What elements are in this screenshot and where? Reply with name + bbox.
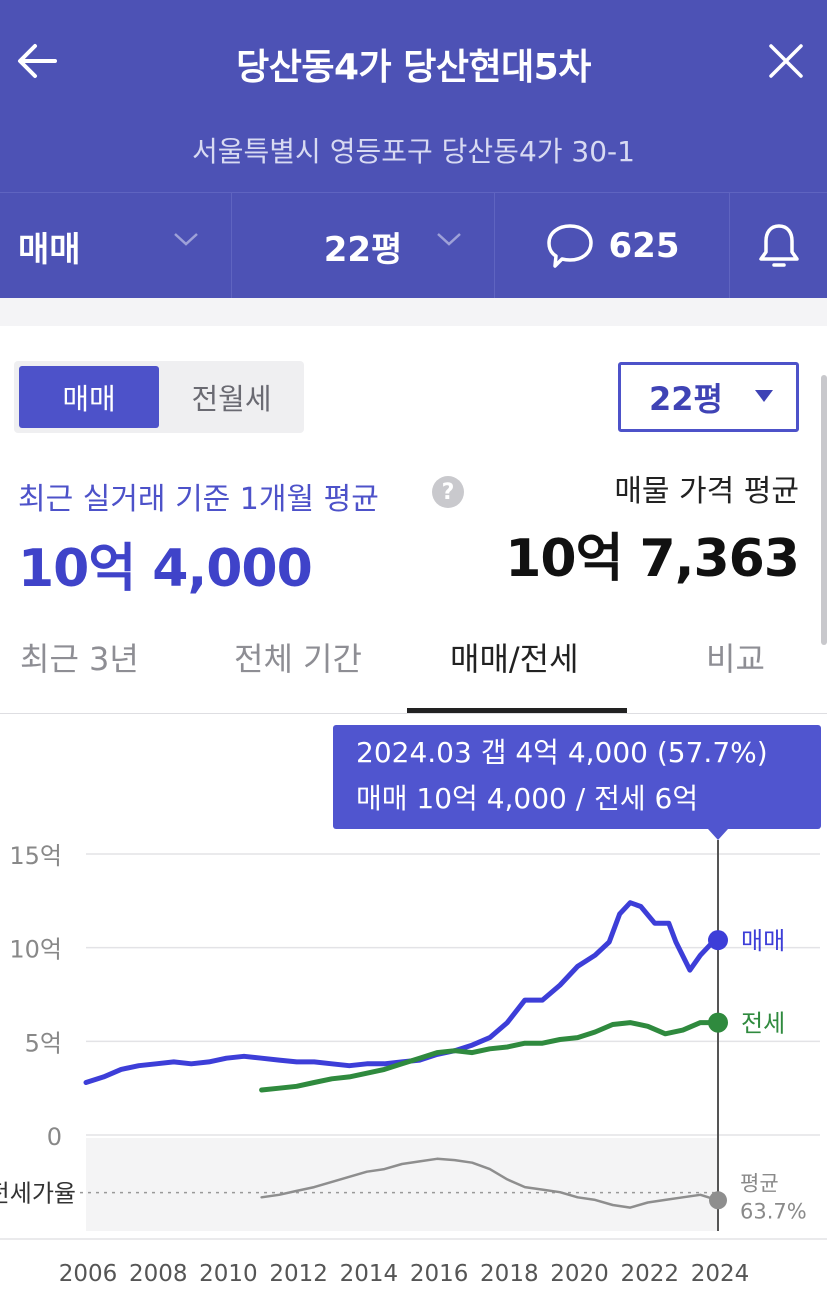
active-tab-indicator <box>407 708 627 713</box>
scrollbar[interactable] <box>821 375 827 645</box>
tab-all-period[interactable]: 전체 기간 <box>234 640 362 678</box>
close-button[interactable] <box>761 36 811 86</box>
chevron-down-icon <box>174 233 198 246</box>
tooltip-line2: 매매 10억 4,000 / 전세 6억 <box>356 782 698 815</box>
listing-price-value: 10억 7,363 <box>505 529 800 589</box>
chart-grid <box>86 853 820 1136</box>
app-header: 당산동4가 당산현대5차 서울특별시 영등포구 당산동4가 30-1 매매 22… <box>0 0 827 299</box>
x-tick-label: 2010 <box>199 1261 258 1287</box>
y-axis-labels: 15억 10억 5억 0 <box>9 842 62 1151</box>
recent-trade-value: 10억 4,000 <box>18 539 313 599</box>
y-tick-label: 0 <box>47 1123 62 1151</box>
bell-icon <box>758 224 799 267</box>
comments-button[interactable]: 625 <box>495 193 730 299</box>
ratio-end-point <box>709 1191 727 1210</box>
x-tick-label: 2012 <box>269 1261 328 1287</box>
tooltip-box <box>333 725 821 829</box>
notification-button[interactable] <box>730 193 827 299</box>
x-axis-labels: 2006 2008 2010 2012 2014 2016 2018 2020 2022 2024 <box>59 1261 750 1287</box>
sale-end-point <box>708 930 728 951</box>
y-tick-label: 15억 <box>9 842 62 870</box>
size-select[interactable]: 22평 <box>618 362 799 432</box>
recent-trade-label: 최근 실거래 기준 1개월 평균 <box>18 482 379 517</box>
sale-series-label: 매매 <box>741 927 785 955</box>
x-tick-label: 2020 <box>550 1261 609 1287</box>
x-tick-label: 2024 <box>691 1261 750 1287</box>
toggle-rent-button[interactable]: 전월세 <box>191 382 272 416</box>
x-tick-label: 2014 <box>340 1261 399 1287</box>
x-tick-label: 2006 <box>59 1261 118 1287</box>
ratio-panel: 전세가율 평균 63.7% <box>0 1138 827 1240</box>
x-tick-label: 2016 <box>410 1261 469 1287</box>
y-tick-label: 10억 <box>9 936 62 964</box>
tab-recent-3y[interactable]: 최근 3년 <box>20 640 139 678</box>
tooltip-line1: 2024.03 갭 4억 4,000 (57.7%) <box>356 736 768 769</box>
rent-end-point <box>708 1012 728 1033</box>
close-icon <box>769 44 803 78</box>
rent-series-label: 전세 <box>741 1010 785 1038</box>
toggle-sale-button[interactable]: 매매 <box>19 366 159 428</box>
ratio-avg-value: 63.7% <box>740 1200 807 1224</box>
listing-price-label: 매물 가격 평균 <box>614 474 799 509</box>
size-select-label: 22평 <box>649 380 723 418</box>
x-tick-label: 2018 <box>480 1261 539 1287</box>
caret-down-icon <box>755 390 773 402</box>
series-layer <box>83 900 721 1209</box>
chevron-down-icon <box>437 233 461 246</box>
ratio-axis-label: 전세가율 <box>0 1180 76 1208</box>
size-dropdown[interactable]: 22평 <box>232 193 495 299</box>
back-button[interactable] <box>12 36 62 86</box>
x-tick-label: 2022 <box>621 1261 680 1287</box>
help-icon[interactable]: ? <box>432 476 464 508</box>
x-tick-label: 2008 <box>129 1261 188 1287</box>
chart-tooltip: 2024.03 갭 4억 4,000 (57.7%) 매매 10억 4,000 … <box>333 725 821 840</box>
y-tick-label: 5억 <box>25 1029 62 1057</box>
ratio-avg-label: 평균 <box>740 1172 779 1196</box>
section-divider <box>0 298 827 326</box>
size-label: 22평 <box>323 229 403 270</box>
arrow-left-icon <box>18 44 57 78</box>
tab-sale-rent[interactable]: 매매/전세 <box>450 640 579 678</box>
ratio-panel-bg <box>86 1138 718 1231</box>
tab-compare[interactable]: 비교 <box>706 640 765 678</box>
filter-bar: 매매 22평 625 <box>0 192 827 299</box>
page-title: 당산동4가 당산현대5차 <box>236 47 591 88</box>
address-text: 서울특별시 영등포구 당산동4가 30-1 <box>192 135 635 168</box>
series-line-sale <box>83 900 721 1085</box>
period-tabs: 최근 3년 전체 기간 매매/전세 비교 <box>0 612 827 714</box>
comment-count: 625 <box>608 226 680 266</box>
speech-bubble-icon <box>546 224 593 268</box>
deal-type-label: 매매 <box>18 229 81 270</box>
tooltip-pointer <box>708 829 728 840</box>
deal-type-dropdown[interactable]: 매매 <box>0 193 232 299</box>
series-line-ratio <box>260 1157 720 1209</box>
series-line-rent <box>259 1020 721 1093</box>
deal-toggle: 매매 전월세 <box>14 361 304 433</box>
